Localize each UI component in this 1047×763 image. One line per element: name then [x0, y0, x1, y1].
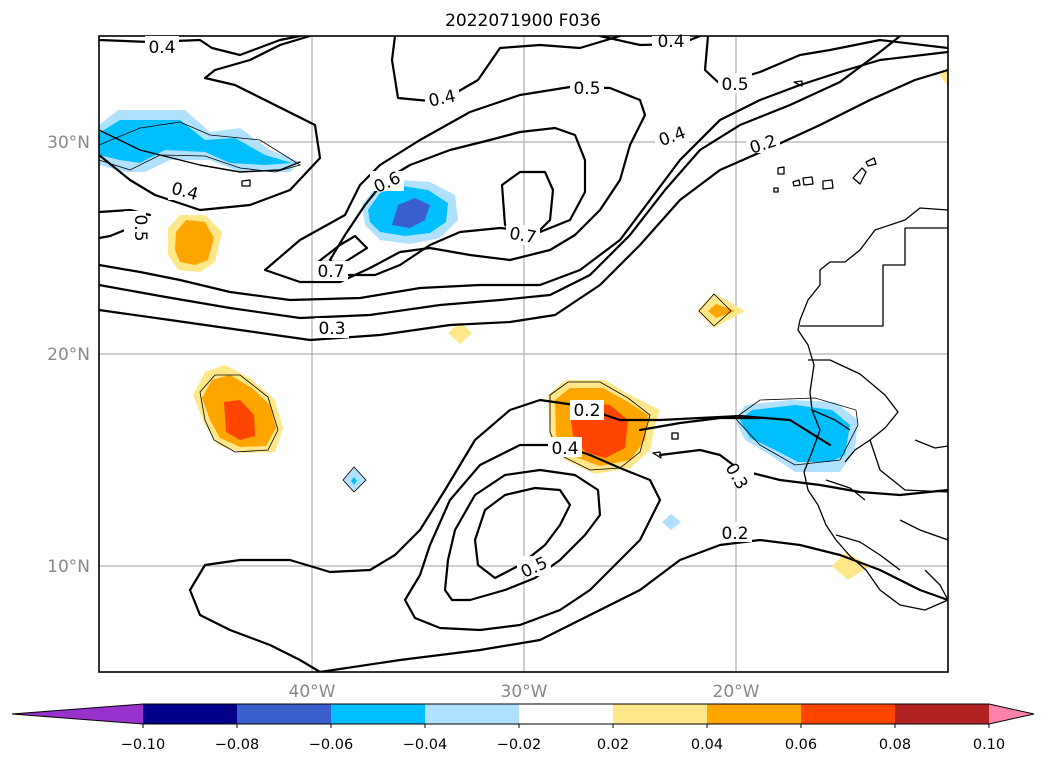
- island-4: [822, 179, 834, 190]
- contour-label: 0.5: [721, 75, 748, 95]
- neg-anomaly-core-center: [392, 198, 430, 228]
- pos-anomaly-core-sw: [224, 400, 255, 440]
- colorbar: −0.10 −0.08 −0.06 −0.04 −0.02 0.02 0.04 0.06 0.0…: [11, 703, 1035, 753]
- colorbar-tick-label: 0.08: [879, 737, 911, 753]
- contour-label: 0.2: [721, 524, 748, 544]
- lon-label-40w: 40°W: [289, 682, 336, 702]
- border-4: [811, 409, 851, 431]
- border-6: [825, 479, 866, 501]
- contour-0.2-main: [99, 68, 948, 342]
- border-3: [808, 359, 899, 463]
- longitude-labels: 40°W 30°W 20°W: [289, 682, 760, 702]
- neg-anomaly-patch-nw: [99, 120, 292, 165]
- contour-label: 0.5: [130, 214, 150, 241]
- island-1: [777, 166, 785, 175]
- contour-0.3-east: [638, 416, 762, 432]
- colorbar-extend-high: [989, 704, 1034, 724]
- colorbar-tick-label: −0.08: [215, 737, 259, 753]
- border-10: [924, 569, 948, 601]
- contour-label-group: 0.4 0.4 0.4 0.5 0.5 0.4 0.2 0.4 0.5 0.6 …: [124, 32, 780, 583]
- colorbar-bin: [707, 704, 802, 724]
- contour-0.5-west-b: [99, 228, 127, 240]
- contour-label: 0.5: [573, 79, 600, 99]
- island-6: [865, 157, 877, 167]
- contour-0.4-nw-inner: [99, 129, 301, 173]
- colorbar-tick-label: 0.06: [785, 737, 817, 753]
- lat-label-10n: 10°N: [47, 557, 90, 577]
- contour-label: 0.3: [318, 319, 345, 339]
- contour-label: 0.7: [508, 224, 538, 248]
- colorbar-tick-label: 0.02: [597, 737, 629, 753]
- border-8: [914, 439, 948, 449]
- contour-0.3-east-b: [658, 448, 948, 497]
- colorbar-bin: [801, 704, 896, 724]
- lon-label-20w: 20°W: [713, 682, 760, 702]
- colorbar-bin: [237, 704, 332, 724]
- island-7: [773, 187, 779, 193]
- contour-0.5-south: [473, 486, 572, 580]
- island-2: [792, 179, 801, 187]
- contour-0.2-south: [188, 398, 832, 592]
- colorbar-tick-label: −0.02: [497, 737, 541, 753]
- contour-label: 0.7: [317, 262, 344, 282]
- contour-label: 0.2: [573, 401, 600, 421]
- pos-anomaly-outline-e: [698, 293, 732, 327]
- contour-0.3-south: [403, 443, 662, 632]
- border-2: [800, 228, 906, 327]
- colorbar-bin: [425, 704, 520, 724]
- island-5: [852, 167, 867, 185]
- colorbar-tick-label: −0.06: [309, 737, 353, 753]
- figure-title: 2022071900 F036: [445, 11, 601, 31]
- colorbar-extend-low: [12, 704, 143, 724]
- pos-anomaly-outline-sw: [199, 374, 279, 453]
- colorbar-tick-label: −0.04: [403, 737, 447, 753]
- colorbar-tick-label: 0.04: [691, 737, 723, 753]
- contour-0.4-center: [390, 36, 622, 104]
- pos-anomaly-dot-b: [832, 552, 870, 580]
- colorbar-bin: [143, 704, 238, 724]
- island-10: [671, 432, 679, 440]
- latitude-labels: 30°N 20°N 10°N: [47, 133, 90, 577]
- island-3: [802, 176, 814, 186]
- contour-0.2-south-b: [188, 588, 322, 672]
- neg-anomaly-dot-b: [662, 514, 681, 530]
- contour-0.4-south: [443, 468, 602, 602]
- lon-label-30w: 30°W: [501, 682, 548, 702]
- pos-anomaly-patch-e: [708, 304, 735, 318]
- contour-0.3-main: [99, 36, 902, 320]
- colorbar-bin: [331, 704, 426, 724]
- contour-label: 0.4: [551, 439, 578, 459]
- border-5: [869, 439, 948, 493]
- neg-anomaly-dot-a-core: [351, 477, 357, 485]
- colorbar-bin: [613, 704, 708, 724]
- contour-0.2-south-c: [318, 538, 948, 672]
- map-frame: [98, 35, 949, 673]
- lat-label-30n: 30°N: [47, 133, 90, 153]
- colorbar-bin: [895, 704, 990, 724]
- contour-0.5-ne: [703, 36, 948, 86]
- pos-anomaly-dot-a: [448, 322, 472, 344]
- contour-0.4-main: [99, 50, 948, 302]
- colorbar-bin: [519, 704, 614, 724]
- border-9: [899, 519, 948, 541]
- lat-label-20n: 20°N: [47, 345, 90, 365]
- contour-0.4-nw: [99, 36, 322, 212]
- border-7: [835, 534, 901, 571]
- neg-anomaly-outline-nw: [99, 121, 301, 173]
- contour-label: 0.4: [148, 38, 175, 58]
- pos-anomaly-patch-w: [175, 220, 214, 265]
- colorbar-tick-label: 0.10: [973, 737, 1005, 753]
- colorbar-tick-label: −0.10: [121, 737, 165, 753]
- contour-label: 0.4: [657, 32, 684, 52]
- contour-0.6-center: [328, 126, 587, 277]
- island-9: [241, 179, 251, 187]
- contour-0.5-center: [263, 85, 647, 284]
- neg-anomaly-outline-coast: [734, 397, 859, 466]
